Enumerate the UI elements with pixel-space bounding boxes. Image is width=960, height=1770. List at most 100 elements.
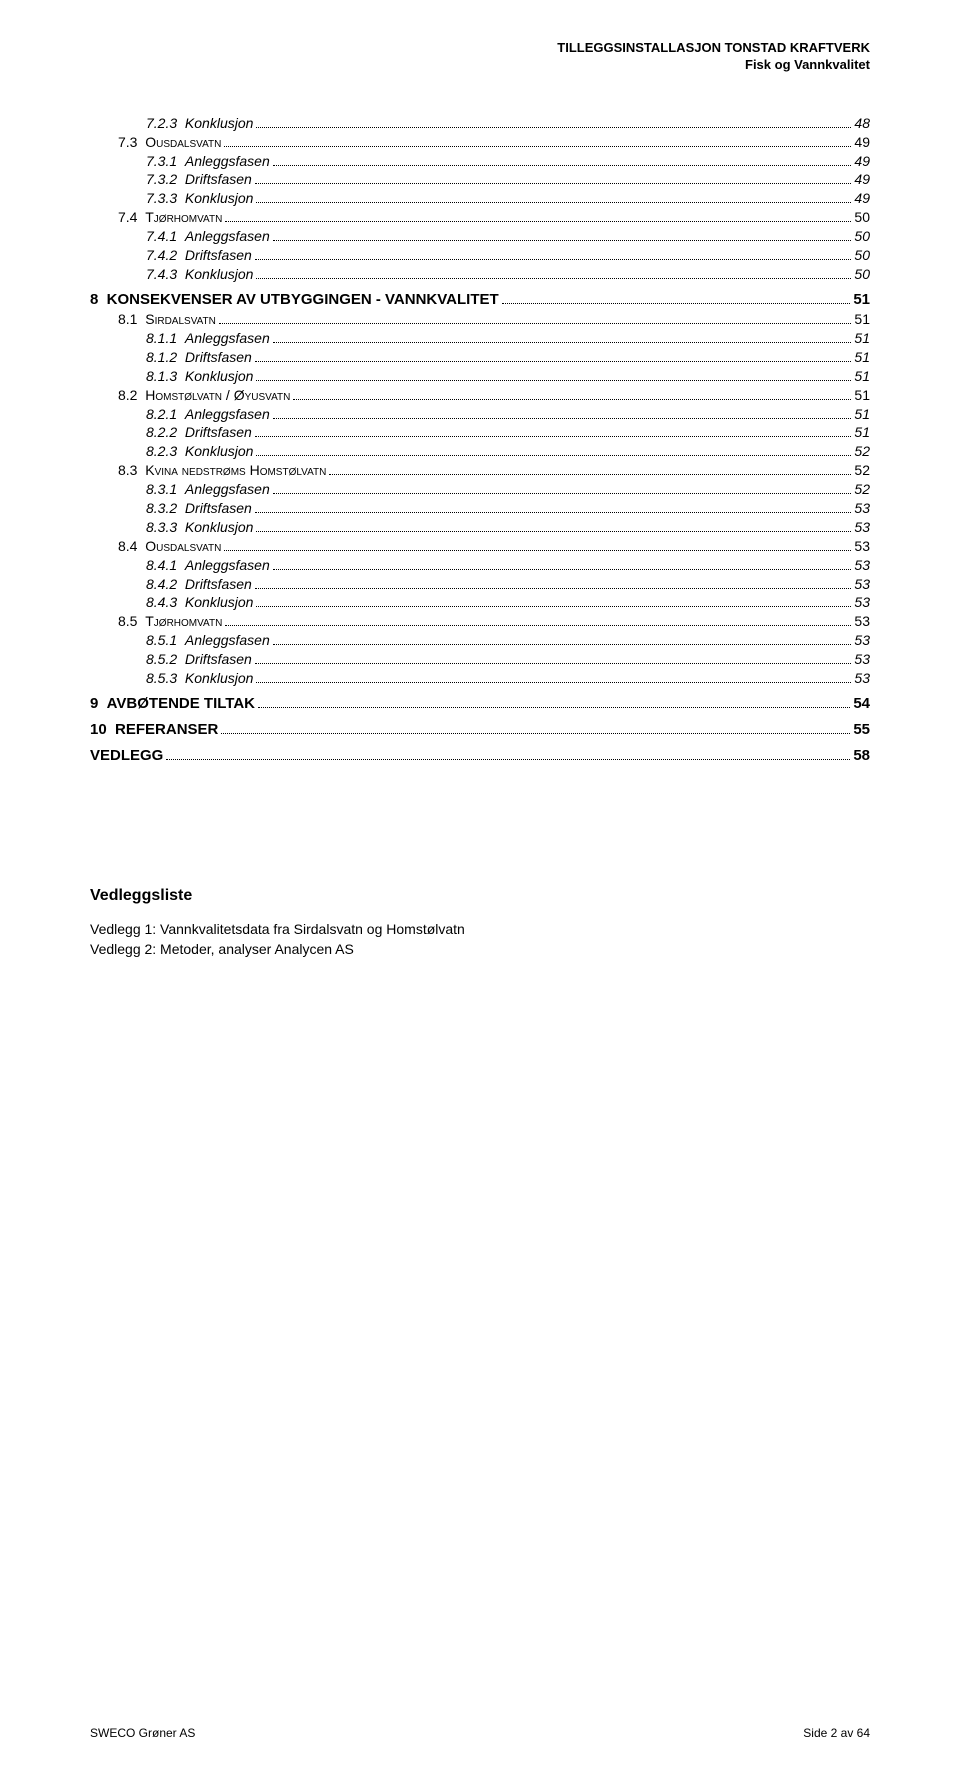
toc-entry: 10 REFERANSER55	[90, 720, 870, 740]
toc-page-number: 52	[854, 442, 870, 461]
toc-label: 7.3.3 Konklusjon	[146, 189, 253, 208]
toc-page-number: 50	[854, 246, 870, 265]
toc-entry: 8.5.2 Driftsfasen 53	[90, 650, 870, 669]
toc-label: 8.2.3 Konklusjon	[146, 442, 253, 461]
toc-page-number: 53	[854, 631, 870, 650]
toc-page-number: 48	[854, 114, 870, 133]
toc-entry: 7.2.3 Konklusjon48	[90, 114, 870, 133]
toc-page-number: 53	[854, 537, 870, 556]
vedlegg-item: Vedlegg 2: Metoder, analyser Analycen AS	[90, 939, 870, 959]
toc-label: 8.3.1 Anleggsfasen	[146, 480, 270, 499]
toc-label: VEDLEGG	[90, 746, 163, 766]
toc-leader-dots	[224, 134, 851, 147]
toc-entry: 8.4.3 Konklusjon53	[90, 593, 870, 612]
toc-label: 8.1.1 Anleggsfasen	[146, 329, 270, 348]
toc-entry: 8.4 Ousdalsvatn53	[90, 537, 870, 556]
toc-leader-dots	[255, 247, 852, 260]
toc-page-number: 49	[854, 133, 870, 152]
toc-leader-dots	[219, 311, 852, 324]
toc-label: 8.2 Homstølvatn / Øyusvatn	[118, 386, 290, 405]
vedlegg-heading: Vedleggsliste	[90, 887, 870, 905]
toc-leader-dots	[255, 651, 852, 664]
toc-leader-dots	[256, 266, 851, 279]
toc-label: 8.3.2 Driftsfasen	[146, 499, 252, 518]
toc-page-number: 50	[854, 208, 870, 227]
toc-leader-dots	[256, 595, 851, 608]
toc-entry: 8.3.3 Konklusjon53	[90, 518, 870, 537]
toc-leader-dots	[255, 425, 852, 438]
toc-entry: 7.3.1 Anleggsfasen49	[90, 152, 870, 171]
toc-label: 8.2.2 Driftsfasen	[146, 423, 252, 442]
toc-label: 8.4.3 Konklusjon	[146, 593, 253, 612]
toc-leader-dots	[502, 290, 851, 304]
toc-page-number: 53	[854, 518, 870, 537]
toc-leader-dots	[256, 519, 851, 532]
toc-leader-dots	[273, 481, 852, 494]
toc-page-number: 54	[853, 694, 870, 714]
toc-label: 7.4 Tjørhomvatn	[118, 208, 222, 227]
toc-leader-dots	[258, 694, 850, 708]
toc-page-number: 51	[854, 348, 870, 367]
toc-label: 8 KONSEKVENSER AV UTBYGGINGEN - VANNKVAL…	[90, 290, 499, 310]
toc-label: 7.3.1 Anleggsfasen	[146, 152, 270, 171]
toc-page-number: 53	[854, 575, 870, 594]
toc-entry: 7.3 Ousdalsvatn49	[90, 133, 870, 152]
toc-page-number: 55	[853, 720, 870, 740]
toc-label: 8.4.2 Driftsfasen	[146, 575, 252, 594]
toc-entry: 8.3.1 Anleggsfasen52	[90, 480, 870, 499]
toc-leader-dots	[255, 172, 852, 185]
toc-leader-dots	[273, 229, 852, 242]
toc-leader-dots	[225, 614, 851, 627]
toc-entry: 8.2.3 Konklusjon 52	[90, 442, 870, 461]
header-line-2: Fisk og Vannkvalitet	[90, 57, 870, 74]
toc-entry: 8.5.1 Anleggsfasen 53	[90, 631, 870, 650]
toc-leader-dots	[273, 406, 852, 419]
footer-page-number: Side 2 av 64	[803, 1726, 870, 1740]
toc-leader-dots	[293, 387, 851, 400]
toc-entry: 8.1.1 Anleggsfasen51	[90, 329, 870, 348]
toc-entry: 7.3.3 Konklusjon49	[90, 189, 870, 208]
toc-entry: 8.1.2 Driftsfasen51	[90, 348, 870, 367]
toc-leader-dots	[256, 670, 851, 683]
toc-page-number: 52	[854, 461, 870, 480]
toc-leader-dots	[273, 633, 852, 646]
toc-page-number: 51	[854, 310, 870, 329]
toc-page-number: 51	[853, 290, 870, 310]
toc-leader-dots	[221, 721, 850, 735]
toc-page-number: 53	[854, 650, 870, 669]
toc-entry: VEDLEGG 58	[90, 746, 870, 766]
toc-leader-dots	[255, 349, 852, 362]
toc-leader-dots	[256, 115, 851, 128]
toc-leader-dots	[255, 500, 852, 513]
toc-entry: 8.1.3 Konklusjon 51	[90, 367, 870, 386]
toc-label: 8.5.1 Anleggsfasen	[146, 631, 270, 650]
toc-page-number: 49	[854, 170, 870, 189]
toc-page-number: 58	[853, 746, 870, 766]
page-footer: SWECO Grøner AS Side 2 av 64	[90, 1726, 870, 1740]
toc-entry: 8.5 Tjørhomvatn53	[90, 612, 870, 631]
toc-label: 8.2.1 Anleggsfasen	[146, 405, 270, 424]
toc-leader-dots	[273, 330, 852, 343]
toc-entry: 7.4.2 Driftsfasen 50	[90, 246, 870, 265]
toc-leader-dots	[225, 210, 851, 223]
toc-entry: 8.2.2 Driftsfasen 51	[90, 423, 870, 442]
toc-page-number: 51	[854, 367, 870, 386]
toc-label: 8.5.2 Driftsfasen	[146, 650, 252, 669]
toc-label: 8.4.1 Anleggsfasen	[146, 556, 270, 575]
toc-label: 8.3 Kvina nedstrøms Homstølvatn	[118, 461, 326, 480]
toc-label: 7.4.2 Driftsfasen	[146, 246, 252, 265]
toc-entry: 8.5.3 Konklusjon53	[90, 669, 870, 688]
toc-label: 8.1.3 Konklusjon	[146, 367, 253, 386]
toc-leader-dots	[329, 463, 851, 476]
toc-entry: 8.1 Sirdalsvatn51	[90, 310, 870, 329]
toc-entry: 7.4 Tjørhomvatn 50	[90, 208, 870, 227]
document-header: TILLEGGSINSTALLASJON TONSTAD KRAFTVERK F…	[90, 40, 870, 74]
toc-page-number: 53	[854, 612, 870, 631]
toc-page-number: 51	[854, 405, 870, 424]
toc-page-number: 51	[854, 423, 870, 442]
toc-entry: 8.3.2 Driftsfasen53	[90, 499, 870, 518]
toc-label: 7.4.3 Konklusjon	[146, 265, 253, 284]
header-line-1: TILLEGGSINSTALLASJON TONSTAD KRAFTVERK	[90, 40, 870, 57]
toc-entry: 9 AVBØTENDE TILTAK54	[90, 694, 870, 714]
vedlegg-item: Vedlegg 1: Vannkvalitetsdata fra Sirdals…	[90, 919, 870, 939]
